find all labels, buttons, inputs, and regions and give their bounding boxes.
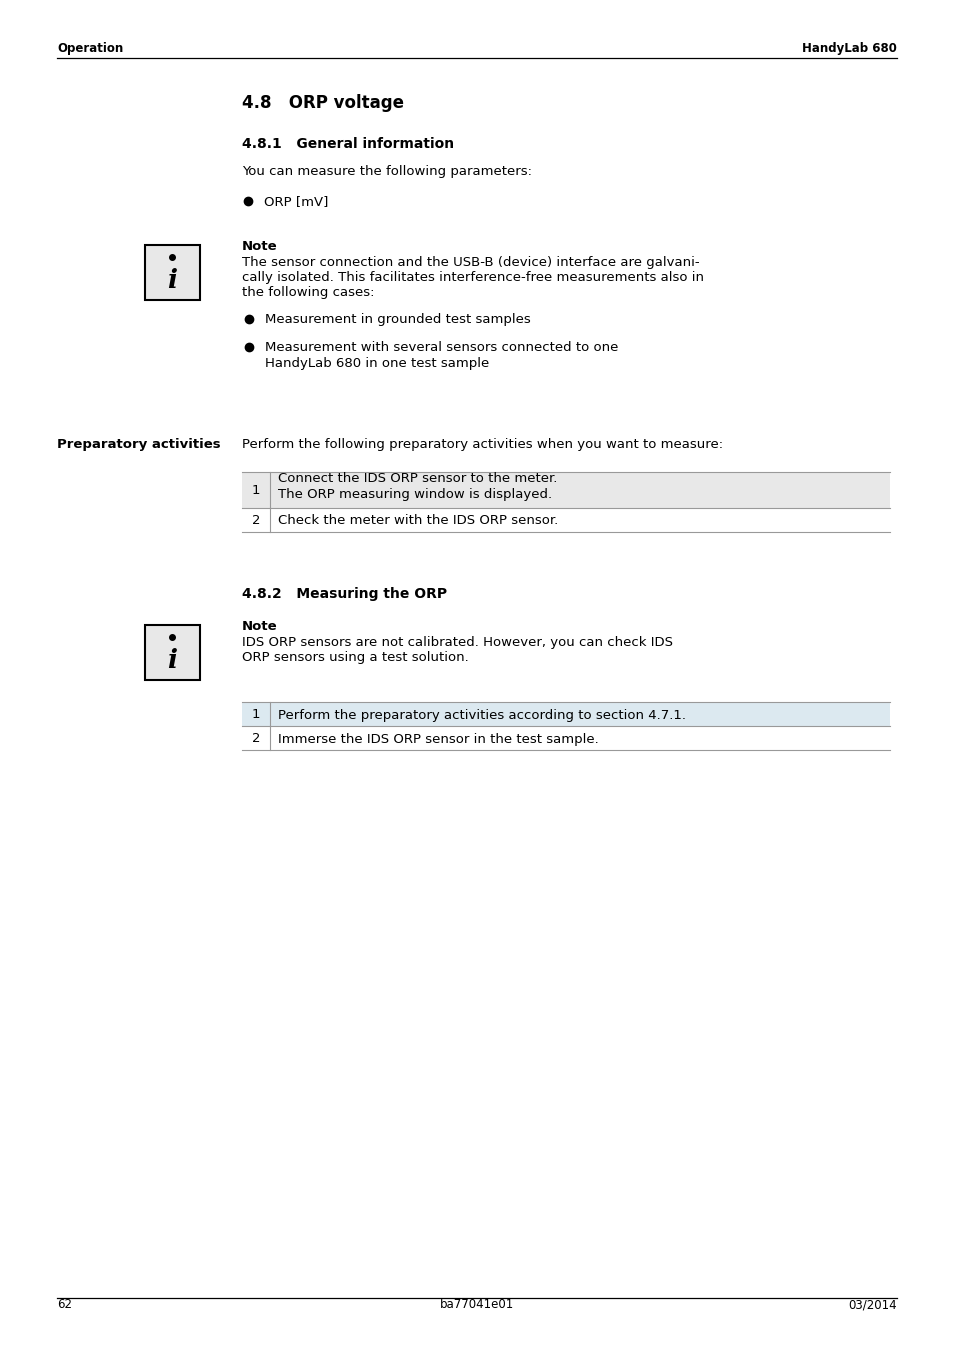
Text: ba77041e01: ba77041e01 <box>439 1297 514 1311</box>
Bar <box>145 625 200 680</box>
Text: HandyLab 680: HandyLab 680 <box>801 42 896 55</box>
Text: Preparatory activities: Preparatory activities <box>57 437 220 451</box>
Text: 1: 1 <box>252 483 260 497</box>
Text: i: i <box>168 648 177 672</box>
Text: Note: Note <box>242 240 277 252</box>
Bar <box>145 244 200 300</box>
Text: The ORP measuring window is displayed.: The ORP measuring window is displayed. <box>277 487 552 501</box>
Text: Check the meter with the IDS ORP sensor.: Check the meter with the IDS ORP sensor. <box>277 514 558 528</box>
Text: i: i <box>168 267 177 293</box>
Text: Measurement in grounded test samples: Measurement in grounded test samples <box>265 313 530 325</box>
Bar <box>145 244 200 300</box>
Text: IDS ORP sensors are not calibrated. However, you can check IDS: IDS ORP sensors are not calibrated. Howe… <box>242 636 672 649</box>
Text: Perform the preparatory activities according to section 4.7.1.: Perform the preparatory activities accor… <box>277 709 685 721</box>
Text: Operation: Operation <box>57 42 123 55</box>
Text: 2: 2 <box>252 513 260 526</box>
Bar <box>242 702 889 726</box>
Text: 62: 62 <box>57 1297 71 1311</box>
Text: 1: 1 <box>252 707 260 721</box>
Text: The sensor connection and the USB-B (device) interface are galvani-: The sensor connection and the USB-B (dev… <box>242 256 699 269</box>
Text: the following cases:: the following cases: <box>242 286 375 298</box>
Text: Measurement with several sensors connected to one: Measurement with several sensors connect… <box>265 342 618 354</box>
Text: 4.8   ORP voltage: 4.8 ORP voltage <box>242 95 403 112</box>
Text: HandyLab 680 in one test sample: HandyLab 680 in one test sample <box>265 356 489 370</box>
Text: Perform the following preparatory activities when you want to measure:: Perform the following preparatory activi… <box>242 437 722 451</box>
Bar <box>242 472 889 508</box>
Text: Connect the IDS ORP sensor to the meter.: Connect the IDS ORP sensor to the meter. <box>277 472 557 485</box>
Text: ORP [mV]: ORP [mV] <box>264 194 328 208</box>
Text: 4.8.2   Measuring the ORP: 4.8.2 Measuring the ORP <box>242 587 447 601</box>
Text: 2: 2 <box>252 732 260 744</box>
Text: ORP sensors using a test solution.: ORP sensors using a test solution. <box>242 651 468 664</box>
Text: 4.8.1   General information: 4.8.1 General information <box>242 136 454 151</box>
Text: Note: Note <box>242 620 277 633</box>
Text: You can measure the following parameters:: You can measure the following parameters… <box>242 165 532 178</box>
Bar <box>145 625 200 680</box>
Text: 03/2014: 03/2014 <box>847 1297 896 1311</box>
Text: cally isolated. This facilitates interference-free measurements also in: cally isolated. This facilitates interfe… <box>242 271 703 284</box>
Text: Immerse the IDS ORP sensor in the test sample.: Immerse the IDS ORP sensor in the test s… <box>277 733 598 745</box>
